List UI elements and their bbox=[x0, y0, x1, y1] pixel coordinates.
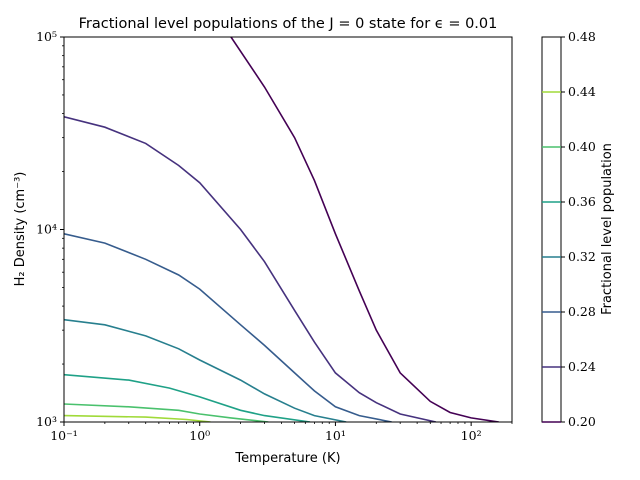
colorbar-tick-label: 0.24 bbox=[568, 359, 596, 374]
x-tick-label: 10⁰ bbox=[189, 428, 210, 443]
colorbar-tick-label: 0.20 bbox=[568, 414, 596, 429]
colorbar-label: Fractional level population bbox=[600, 143, 615, 315]
colorbar-tick-label: 0.40 bbox=[568, 139, 596, 154]
contour-line-0.36 bbox=[64, 373, 311, 422]
plot-area: 10⁻¹ 10⁰ 10¹ 10² 10³ 10⁴ 10⁵ bbox=[36, 29, 513, 443]
y-axis-label: H₂ Density (cm⁻³) bbox=[13, 172, 28, 287]
y-tick-label: 10³ bbox=[36, 414, 57, 429]
x-axis-label: Temperature (K) bbox=[234, 451, 340, 466]
series-layer bbox=[64, 37, 499, 422]
colorbar-tick-label: 0.32 bbox=[568, 249, 596, 264]
contour-line-0.44 bbox=[64, 414, 211, 422]
colorbar-ticks: 0.20 0.24 0.28 0.32 0.36 0.40 0.44 0.48 bbox=[561, 29, 596, 429]
x-tick-label: 10⁻¹ bbox=[50, 428, 78, 443]
contour-line-0.32 bbox=[64, 318, 347, 422]
colorbar-tick-label: 0.44 bbox=[568, 84, 596, 99]
contour-line-0.40 bbox=[64, 403, 269, 422]
y-tick-label: 10⁵ bbox=[36, 29, 57, 44]
plot-frame bbox=[63, 36, 513, 423]
colorbar-tick-label: 0.48 bbox=[568, 29, 596, 44]
contour-line-0.20 bbox=[230, 37, 499, 422]
colorbar-frame bbox=[541, 36, 562, 423]
contour-line-0.28 bbox=[64, 233, 392, 422]
colorbar-tick-label: 0.28 bbox=[568, 304, 596, 319]
x-tick-label: 10¹ bbox=[325, 428, 346, 443]
y-tick-label: 10⁴ bbox=[36, 222, 57, 237]
chart-title: Fractional level populations of the J = … bbox=[79, 16, 498, 32]
x-tick-label: 10² bbox=[461, 428, 482, 443]
y-axis: 10³ 10⁴ 10⁵ bbox=[36, 29, 64, 429]
contour-line-0.24 bbox=[64, 116, 437, 422]
colorbar-lines bbox=[542, 91, 561, 423]
colorbar: 0.20 0.24 0.28 0.32 0.36 0.40 0.44 0.48 Fractio… bbox=[541, 29, 615, 429]
colorbar-tick-label: 0.36 bbox=[568, 194, 596, 209]
x-axis: 10⁻¹ 10⁰ 10¹ 10² bbox=[50, 422, 513, 443]
